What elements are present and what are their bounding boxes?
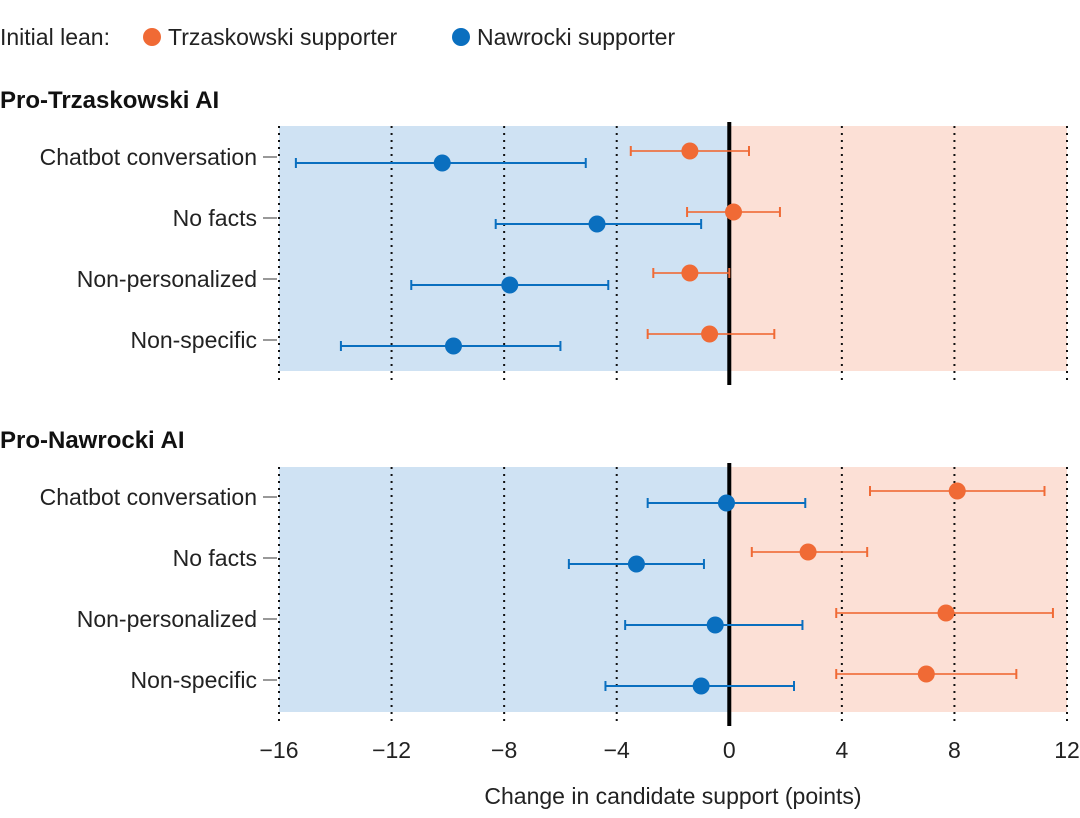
- x-tick-label: 12: [1054, 737, 1080, 763]
- point-nawrocki: [588, 215, 606, 233]
- x-tick-label: 8: [948, 737, 961, 763]
- category-label: Chatbot conversation: [40, 144, 257, 170]
- point-nawrocki: [444, 337, 462, 355]
- point-trzaskowski: [937, 604, 955, 622]
- legend-title: Initial lean:: [0, 24, 110, 50]
- x-tick-label: −8: [491, 737, 517, 763]
- point-nawrocki: [706, 616, 724, 634]
- x-axis-title: Change in candidate support (points): [484, 783, 861, 809]
- category-label: No facts: [173, 205, 257, 231]
- point-trzaskowski: [948, 482, 966, 500]
- legend-marker-trzaskowski: [143, 28, 161, 46]
- x-tick-label: −12: [372, 737, 411, 763]
- point-trzaskowski: [681, 264, 699, 282]
- x-axis: −16 −12 −8 −4 0 4 8 12 Change in candidate suppo…: [259, 737, 1079, 809]
- point-trzaskowski: [701, 325, 719, 343]
- legend-label-trzaskowski: Trzaskowski supporter: [168, 24, 398, 50]
- panel-2: Pro-Nawrocki AI Chatbot conversation No fa…: [0, 427, 1068, 726]
- category-label: Chatbot conversation: [40, 484, 257, 510]
- point-nawrocki: [501, 276, 519, 294]
- category-label: Non-specific: [130, 327, 257, 353]
- legend: Initial lean: Trzaskowski supporter Nawroc…: [0, 24, 675, 50]
- category-label: No facts: [173, 545, 257, 571]
- x-tick-label: 4: [835, 737, 848, 763]
- panel-1: Pro-Trzaskowski AI Chatbot conversation No…: [0, 87, 1068, 385]
- positive-region: [729, 126, 1067, 371]
- point-trzaskowski: [681, 142, 699, 160]
- x-tick-label: 0: [723, 737, 736, 763]
- category-label: Non-specific: [130, 667, 257, 693]
- panel-title: Pro-Trzaskowski AI: [0, 87, 219, 114]
- legend-label-nawrocki: Nawrocki supporter: [477, 24, 675, 50]
- category-label: Non-personalized: [77, 266, 257, 292]
- point-nawrocki: [692, 677, 710, 695]
- point-trzaskowski: [799, 543, 817, 561]
- positive-region: [729, 467, 1067, 712]
- legend-marker-nawrocki: [452, 28, 470, 46]
- point-trzaskowski: [725, 203, 743, 221]
- point-trzaskowski: [917, 665, 935, 683]
- point-nawrocki: [627, 555, 645, 573]
- point-nawrocki: [433, 154, 451, 172]
- x-tick-label: −4: [604, 737, 630, 763]
- point-nawrocki: [717, 494, 735, 512]
- panel-title: Pro-Nawrocki AI: [0, 427, 185, 454]
- x-tick-label: −16: [259, 737, 298, 763]
- category-label: Non-personalized: [77, 606, 257, 632]
